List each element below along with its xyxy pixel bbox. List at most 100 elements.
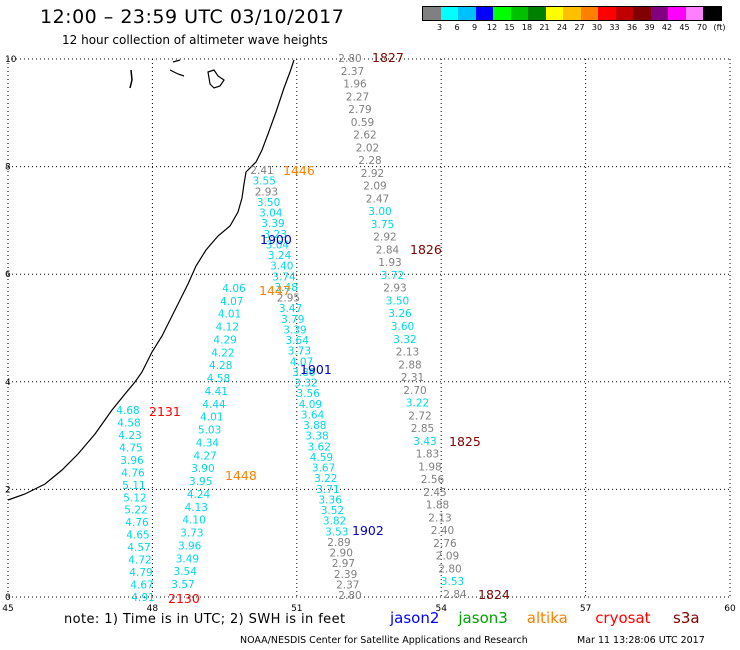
swh-value: 2.13 (428, 512, 451, 524)
x-tick-label: 57 (580, 604, 591, 614)
swh-value: 3.56 (297, 388, 321, 400)
swh-value: 4.65 (126, 530, 149, 542)
swh-value: 4.58 (117, 417, 140, 429)
legend-tick: 12 (486, 23, 498, 32)
swh-value: 3.04 (266, 239, 290, 251)
swh-value: 2.93 (383, 283, 406, 295)
legend-tick-labels: 3 6 9 12 15 18 21 24 27 30 33 36 39 42 45 70 (ft) (422, 21, 726, 33)
swh-value: 3.55 (253, 176, 276, 188)
swh-value: 2.27 (346, 91, 369, 103)
legend-swatch (615, 7, 633, 20)
swh-value: 4.75 (119, 442, 142, 454)
legend-tick: 42 (661, 23, 673, 32)
swh-value: 3.79 (281, 314, 304, 326)
swh-value: 0.59 (351, 117, 374, 129)
y-tick-label: 4 (5, 378, 11, 388)
swh-value: 3.48 (275, 282, 298, 294)
island-1 (129, 69, 133, 89)
legend-tick: 18 (521, 23, 533, 32)
swh-value: 4.79 (129, 567, 152, 579)
swh-value: 2.37 (336, 579, 359, 591)
swh-value: 2.88 (398, 359, 421, 371)
swh-value: 4.23 (118, 430, 141, 442)
swh-value: 2.47 (366, 193, 389, 205)
pass-time-labels: 1900 1446 1447 1448 2131 2130 1827 1826 1825 1824… (149, 50, 510, 606)
swh-value: 3.47 (279, 303, 302, 315)
satellite-legend-item: jason3 (458, 609, 508, 627)
swh-value: 2.40 (431, 525, 454, 537)
legend-tick: 3 (436, 23, 443, 32)
swh-value: 2.84 (443, 589, 467, 601)
swh-value: 3.26 (388, 308, 412, 320)
legend-swatch (650, 7, 668, 20)
swh-value: 3.75 (371, 219, 394, 231)
swh-value: 4.22 (211, 347, 234, 359)
swh-value: 2.76 (433, 538, 457, 550)
legend-tick: 6 (454, 23, 460, 32)
swh-value: 4.41 (205, 386, 228, 398)
swh-value: 3.88 (303, 420, 326, 432)
y-tick-label: 8 (5, 163, 11, 173)
swh-value: 4.09 (299, 399, 322, 411)
swh-value: 4.44 (202, 399, 226, 411)
swh-value: 3.24 (268, 250, 292, 262)
swh-value: 4.10 (182, 515, 205, 527)
pass-time-label: 2131 (149, 404, 181, 419)
legend-swatch (440, 7, 458, 20)
swh-value: 4.29 (213, 334, 236, 346)
swh-value: 3.00 (368, 206, 391, 218)
pass-time-label: 1902 (352, 523, 384, 538)
legend-tick: 36 (626, 23, 638, 32)
swh-value: 5.03 (198, 425, 221, 437)
legend-swatch (685, 7, 703, 20)
swh-value: 1.83 (416, 449, 439, 461)
swh-value: 2.79 (348, 104, 371, 116)
swh-value: 1.98 (418, 461, 441, 473)
legend-tick: 33 (609, 23, 620, 32)
swh-value: 3.73 (180, 528, 203, 540)
legend-swatch (563, 7, 581, 20)
swh-value: 3.39 (261, 218, 284, 230)
swh-value: 3.67 (312, 463, 335, 475)
swh-value: 4.91 (131, 592, 154, 604)
pass-time-label: 1824 (478, 587, 510, 602)
x-tick-label: 54 (435, 604, 447, 614)
swh-value: 2.80 (438, 563, 461, 575)
swh-value: 3.86 (292, 367, 316, 379)
swh-value: 3.90 (191, 463, 214, 475)
swh-value: 3.96 (178, 540, 202, 552)
swh-value: 2.95 (277, 293, 300, 305)
swh-value: 3.57 (171, 579, 194, 591)
y-tick-label: 6 (5, 270, 11, 280)
legend-swatch (668, 7, 686, 20)
map-subtitle: 12 hour collection of altimeter wave hei… (62, 33, 328, 47)
legend-tick: 9 (471, 23, 478, 32)
swh-value: 2.93 (255, 186, 278, 198)
y-tick-label: 2 (5, 485, 11, 495)
swh-value: 4.01 (200, 412, 223, 424)
swh-value: 2.70 (403, 385, 426, 397)
swh-value: 4.34 (196, 437, 220, 449)
swh-value: 4.68 (116, 405, 139, 417)
swh-value: 2.92 (373, 232, 396, 244)
swh-value: 3.82 (323, 516, 346, 528)
swh-value: 2.39 (334, 569, 357, 581)
legend-color-bar (422, 6, 722, 21)
swh-value: 3.40 (270, 261, 293, 273)
swh-value: 3.96 (120, 455, 144, 467)
swh-value: 2.80 (338, 590, 361, 602)
pass-time-label: 1447 (259, 283, 291, 298)
pass-time-label: 1826 (410, 242, 442, 257)
swh-value: 3.64 (301, 409, 325, 421)
swh-value: 3.52 (321, 505, 344, 517)
swh-value: 5.12 (123, 492, 146, 504)
swh-value: 3.60 (391, 321, 414, 333)
x-tick-label: 48 (147, 604, 159, 614)
swh-value: 2.72 (408, 410, 431, 422)
swh-value: 4.06 (222, 283, 246, 295)
swh-value: 3.64 (286, 335, 310, 347)
swh-value: 3.73 (288, 346, 311, 358)
legend-swatch (598, 7, 616, 20)
footer-timestamp: Mar 11 13:28:06 UTC 2017 (577, 635, 705, 646)
island-3 (207, 69, 225, 89)
